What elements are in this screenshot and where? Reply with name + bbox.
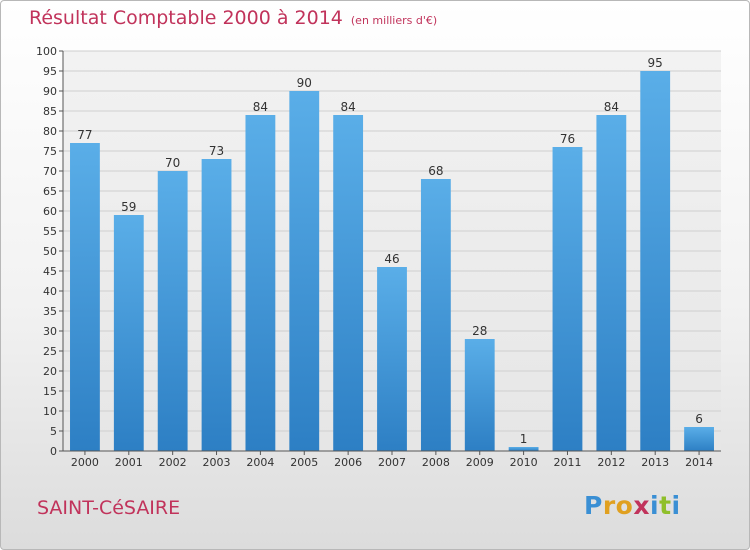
bar-2014 bbox=[684, 427, 714, 451]
bar-2009 bbox=[464, 339, 495, 451]
value-label: 90 bbox=[297, 76, 312, 90]
value-label: 84 bbox=[604, 100, 619, 114]
bar-2006 bbox=[333, 115, 364, 451]
x-tick-label: 2002 bbox=[159, 456, 187, 469]
y-tick-label: 15 bbox=[43, 385, 57, 398]
y-tick-label: 30 bbox=[43, 325, 57, 338]
y-tick-label: 60 bbox=[43, 205, 57, 218]
value-label: 95 bbox=[648, 56, 663, 70]
value-label: 59 bbox=[121, 200, 136, 214]
x-tick-label: 2003 bbox=[203, 456, 231, 469]
value-label: 46 bbox=[384, 252, 399, 266]
logo-letter: t bbox=[659, 491, 672, 520]
y-tick-label: 55 bbox=[43, 225, 57, 238]
x-tick-label: 2014 bbox=[685, 456, 713, 469]
x-tick-label: 2001 bbox=[115, 456, 143, 469]
logo-letter: i bbox=[650, 491, 660, 520]
bar-2000 bbox=[70, 143, 100, 451]
value-label: 68 bbox=[428, 164, 443, 178]
logo-letter: o bbox=[615, 491, 634, 520]
x-tick-label: 2008 bbox=[422, 456, 450, 469]
value-label: 73 bbox=[209, 144, 224, 158]
y-tick-label: 45 bbox=[43, 265, 57, 278]
y-tick-label: 100 bbox=[36, 45, 57, 58]
chart-subtitle: (en milliers d'€) bbox=[350, 14, 438, 27]
bar-2008 bbox=[420, 179, 451, 451]
bar-2004 bbox=[245, 115, 276, 451]
logo-letter: x bbox=[633, 491, 650, 520]
value-label: 77 bbox=[77, 128, 92, 142]
proxiti-logo: Proxiti bbox=[584, 491, 681, 520]
value-label: 76 bbox=[560, 132, 575, 146]
y-tick-label: 35 bbox=[43, 305, 57, 318]
x-tick-label: 2009 bbox=[466, 456, 494, 469]
bar-2012 bbox=[596, 115, 627, 451]
chart-title-text: Résultat Comptable 2000 à 2014 bbox=[29, 7, 343, 29]
x-tick-label: 2013 bbox=[641, 456, 669, 469]
y-tick-label: 80 bbox=[43, 125, 57, 138]
y-tick-label: 5 bbox=[50, 425, 57, 438]
logo-letter: i bbox=[671, 491, 681, 520]
x-tick-label: 2010 bbox=[510, 456, 538, 469]
y-tick-label: 90 bbox=[43, 85, 57, 98]
bar-2011 bbox=[552, 147, 583, 451]
value-label: 6 bbox=[695, 412, 703, 426]
x-tick-label: 2006 bbox=[334, 456, 362, 469]
bar-2001 bbox=[113, 215, 144, 451]
value-label: 1 bbox=[520, 432, 528, 446]
y-tick-label: 25 bbox=[43, 345, 57, 358]
x-tick-label: 2005 bbox=[290, 456, 318, 469]
x-tick-label: 2000 bbox=[71, 456, 99, 469]
place-name: SAINT-CéSAIRE bbox=[37, 497, 181, 519]
y-tick-label: 65 bbox=[43, 185, 57, 198]
x-tick-label: 2004 bbox=[246, 456, 274, 469]
y-axis: 0 5 10 15 20 25 30 35 40 45 50 55 60 65 70 75 80 85 90 95 10… bbox=[36, 45, 64, 458]
y-tick-label: 40 bbox=[43, 285, 57, 298]
bar-2013 bbox=[640, 71, 671, 451]
y-tick-label: 50 bbox=[43, 245, 57, 258]
bar-2007 bbox=[377, 267, 407, 451]
y-tick-label: 75 bbox=[43, 145, 57, 158]
chart-title: Résultat Comptable 2000 à 2014 (en millie… bbox=[29, 7, 437, 29]
y-tick-label: 0 bbox=[50, 445, 57, 458]
value-label: 84 bbox=[340, 100, 355, 114]
x-tick-label: 2012 bbox=[597, 456, 625, 469]
bar-2010 bbox=[508, 447, 539, 451]
bar-2005 bbox=[289, 91, 320, 451]
value-label: 70 bbox=[165, 156, 180, 170]
value-label: 84 bbox=[253, 100, 268, 114]
bars: 77 59 70 73 84 90 84 46 68 28 1 76 84 95 6 bbox=[70, 56, 714, 451]
y-tick-label: 70 bbox=[43, 165, 57, 178]
value-label: 28 bbox=[472, 324, 487, 338]
bar-2002 bbox=[157, 171, 188, 451]
logo-letter: P bbox=[584, 491, 603, 520]
x-axis: 2000 2001 2002 2003 2004 2005 2006 2007 2008 2009… bbox=[63, 450, 721, 469]
logo-letter: r bbox=[602, 491, 616, 520]
bar-2003 bbox=[201, 159, 232, 451]
y-tick-label: 85 bbox=[43, 105, 57, 118]
y-tick-label: 20 bbox=[43, 365, 57, 378]
y-tick-label: 95 bbox=[43, 65, 57, 78]
y-tick-label: 10 bbox=[43, 405, 57, 418]
x-tick-label: 2007 bbox=[378, 456, 406, 469]
x-tick-label: 2011 bbox=[553, 456, 581, 469]
